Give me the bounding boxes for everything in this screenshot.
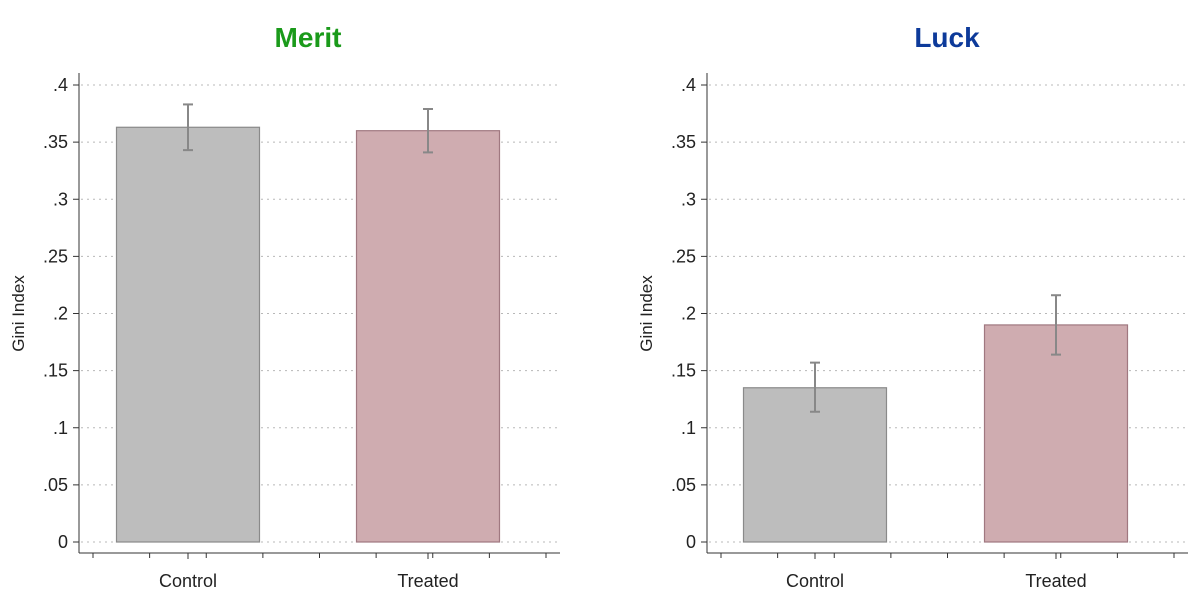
luck-y-tick-label: .35 bbox=[671, 132, 696, 152]
merit-y-tick-label: .05 bbox=[43, 475, 68, 495]
merit-bar-treated bbox=[355, 130, 501, 543]
merit-y-tick-label: .1 bbox=[53, 418, 68, 438]
luck-bar-treated bbox=[983, 324, 1129, 543]
luck-chart-title: Luck bbox=[914, 22, 980, 53]
merit-y-tick-label: .25 bbox=[43, 246, 68, 266]
merit-y-axis-label: Gini Index bbox=[9, 275, 28, 352]
luck-y-tick-label: .1 bbox=[681, 418, 696, 438]
merit-y-tick-label: .35 bbox=[43, 132, 68, 152]
luck-y-tick-label: .3 bbox=[681, 189, 696, 209]
luck-bar-control bbox=[742, 387, 888, 543]
merit-y-tick-label: .2 bbox=[53, 304, 68, 324]
luck-y-tick-label: .15 bbox=[671, 361, 696, 381]
merit-chart-title: Merit bbox=[274, 22, 342, 53]
merit-x-tick-label: Treated bbox=[397, 571, 458, 591]
luck-x-tick-label: Control bbox=[786, 571, 844, 591]
luck-y-tick-label: .4 bbox=[681, 75, 696, 95]
luck-y-tick-label: 0 bbox=[686, 532, 696, 552]
luck-y-axis-label: Gini Index bbox=[637, 275, 656, 352]
luck-y-tick-label: .2 bbox=[681, 304, 696, 324]
luck-y-tick-label: .25 bbox=[671, 246, 696, 266]
merit-y-tick-label: .4 bbox=[53, 75, 68, 95]
luck-y-tick-label: .05 bbox=[671, 475, 696, 495]
luck-x-tick-label: Treated bbox=[1025, 571, 1086, 591]
merit-y-tick-label: 0 bbox=[58, 532, 68, 552]
merit-y-tick-label: .15 bbox=[43, 361, 68, 381]
merit-x-tick-label: Control bbox=[159, 571, 217, 591]
merit-y-tick-label: .3 bbox=[53, 189, 68, 209]
merit-bar-control bbox=[115, 126, 261, 543]
